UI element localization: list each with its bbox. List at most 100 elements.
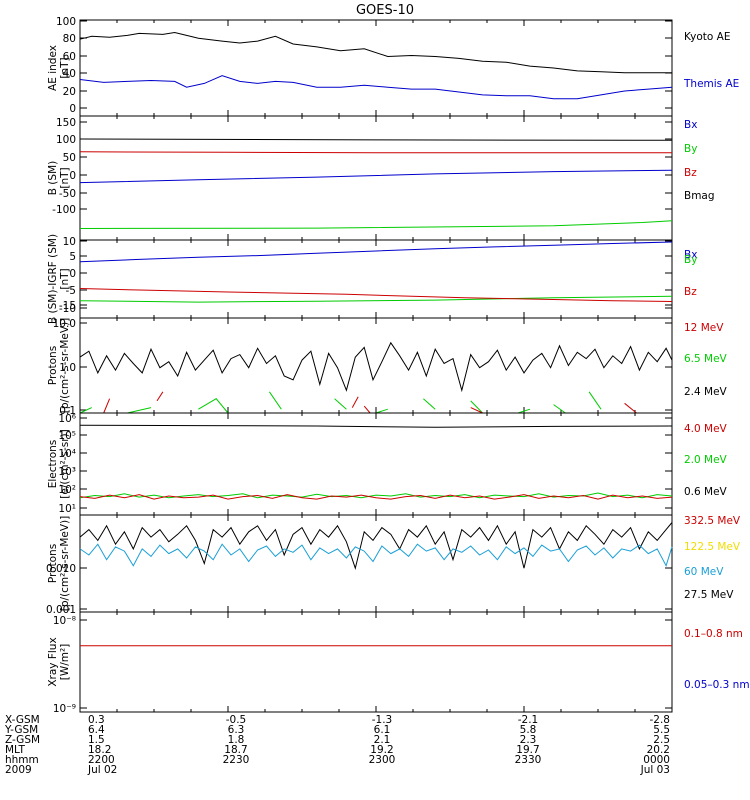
ephemeris-value: 6.4 <box>88 724 105 736</box>
y-tick-label: 1.0 <box>59 362 76 374</box>
series-line-27-5-mev <box>79 522 673 570</box>
series-line-4-0-mev <box>79 494 673 500</box>
series-line-12-mev <box>470 407 483 414</box>
y-tick-label: 100 <box>56 16 76 28</box>
legend-7-item: 0.1–0.8 nm <box>684 628 743 640</box>
ephemeris-label: Y-GSM <box>4 724 38 736</box>
legend-2-item: Bx <box>684 119 697 131</box>
legend-5-item: 0.6 MeV <box>684 486 728 498</box>
y-tick-label: 0 <box>69 170 76 182</box>
panel-3-ylabel: B (SM)-IGRF (SM) <box>47 234 59 324</box>
ephemeris-label: hhmm <box>5 754 39 766</box>
ephemeris-value: 1.5 <box>88 734 105 746</box>
y-tick-label: -5 <box>66 285 76 297</box>
y-tick-label: 10² <box>58 484 76 496</box>
series-line-2-0-mev <box>79 492 673 499</box>
ephemeris-label: 2009 <box>5 764 32 776</box>
ephemeris-value: 2230 <box>223 754 250 766</box>
series-line-bx <box>79 169 673 184</box>
y-tick-label: 0 <box>69 268 76 280</box>
legend-4-item: 12 MeV <box>684 322 724 334</box>
series-line-2-4-mev <box>79 341 673 393</box>
series-line-6-5-mev <box>334 398 347 410</box>
series-line-6-5-mev <box>553 404 566 414</box>
panel-2-ylabel: B (SM) <box>47 161 59 195</box>
y-tick-label: 100 <box>56 134 76 146</box>
ephemeris-value: 0000 <box>643 754 670 766</box>
legend-5-item: 4.0 MeV <box>684 423 728 435</box>
panel-5-ylabel: Electrons <box>47 440 59 489</box>
y-tick-label: -50 <box>59 188 76 200</box>
ephemeris-value: 0.3 <box>88 714 105 726</box>
y-tick-label: 5 <box>69 251 76 263</box>
series-line-12-mev <box>156 391 164 402</box>
panel-1-yunit: [nT] <box>59 57 71 78</box>
legend-6-item: 122.5 MeV <box>684 541 741 553</box>
ephemeris-value: 1.8 <box>228 734 245 746</box>
y-tick-label: 0.010 <box>46 563 76 575</box>
ephemeris-value: 2.1 <box>374 734 391 746</box>
series-line-6-5-mev <box>79 407 93 414</box>
panel-frame-1 <box>79 19 673 117</box>
ephemeris-value: 5.8 <box>520 724 537 736</box>
ephemeris-value: 18.7 <box>224 744 247 756</box>
panel-3-yunit: [nT] <box>59 268 71 289</box>
ephemeris-value: 19.2 <box>370 744 393 756</box>
ephemeris-value: 2.5 <box>653 734 670 746</box>
legend-2-item: By <box>684 143 697 155</box>
legend-4-item: 6.5 MeV <box>684 353 728 365</box>
panel-4-ylabel: Protons <box>47 346 59 385</box>
series-line-bx <box>79 241 673 263</box>
ephemeris-value: 20.2 <box>647 744 670 756</box>
panel-4-yunit: [p/(cm²-s-sr-MeV)] <box>59 318 71 413</box>
legend-6-item: 332.5 MeV <box>684 515 741 527</box>
panel-frame-3 <box>79 239 673 319</box>
ephemeris-value: Jul 03 <box>640 764 670 776</box>
y-tick-label: 10¹ <box>58 503 76 515</box>
series-line-12-mev <box>351 396 359 408</box>
legend-3-item: Bz <box>684 286 697 298</box>
legend-1-item: Themis AE <box>683 78 739 90</box>
ephemeris-value: 2.3 <box>520 734 537 746</box>
y-tick-label: 20 <box>63 86 76 98</box>
panel-2-yunit: [nT] <box>59 167 71 188</box>
ephemeris-value: 6.1 <box>374 724 391 736</box>
panel-7-ylabel: Xray Flux <box>47 637 59 686</box>
legend-2-item: Bmag <box>684 190 715 202</box>
y-tick-label: 0.1 <box>59 405 76 417</box>
series-line-kyoto-ae <box>79 31 672 74</box>
panel-frame-2 <box>79 115 673 241</box>
y-tick-label: 10⁵ <box>58 430 76 442</box>
legend-3-item: Bx <box>684 249 697 261</box>
series-line-12-mev <box>624 402 637 414</box>
series-line-6-5-mev <box>268 391 282 410</box>
y-tick-label: 10⁻⁸ <box>53 615 76 627</box>
ephemeris-label: MLT <box>5 744 25 756</box>
y-tick-label: -100 <box>52 204 76 216</box>
ephemeris-value: 2200 <box>88 754 115 766</box>
series-line-6-5-mev <box>517 408 531 414</box>
series-line-6-5-mev <box>470 400 483 414</box>
y-tick-label: -10 <box>59 303 76 315</box>
y-tick-label: 0 <box>69 103 76 115</box>
panel-5-yunit: [e/(cm²-s-sr)] <box>59 429 71 498</box>
series-line-6-5-mev <box>198 398 229 414</box>
legend-3-item: By <box>684 254 697 266</box>
y-tick-label: 50 <box>63 152 76 164</box>
legend-1-item: Kyoto AE <box>684 31 730 43</box>
series-line-bz <box>79 288 673 302</box>
plot-title: GOES-10 <box>356 3 414 18</box>
panel-1-ylabel: AE index <box>47 45 59 91</box>
series-line-by <box>79 220 673 229</box>
y-tick-label: 80 <box>63 33 76 45</box>
series-line-by <box>79 295 673 303</box>
panel-frame-6 <box>79 514 673 613</box>
ephemeris-value: 2300 <box>369 754 396 766</box>
ephemeris-value: 2330 <box>515 754 542 766</box>
panel-7-yunit: [W/m²] <box>59 644 71 681</box>
series-line-0-6-mev <box>79 424 673 428</box>
series-line-6-5-mev <box>423 398 436 410</box>
series-line-12-mev <box>103 398 111 414</box>
y-tick-label: 150 <box>56 117 76 129</box>
